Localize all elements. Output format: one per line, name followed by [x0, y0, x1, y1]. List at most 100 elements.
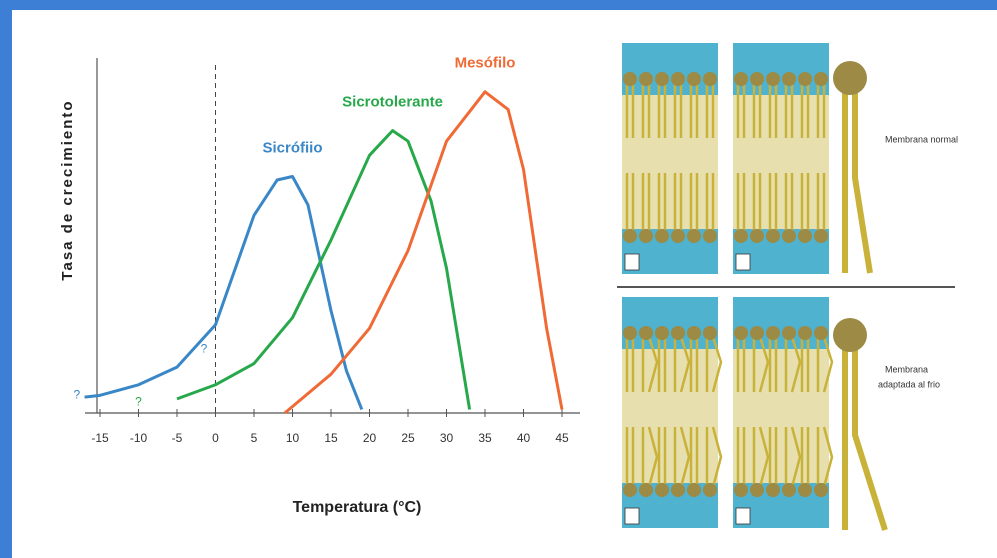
lipid-tail	[800, 173, 810, 233]
lipid-head	[687, 229, 701, 243]
lipid-head	[639, 229, 653, 243]
lipid-head	[671, 229, 685, 243]
membrane-core	[733, 349, 829, 483]
membrane-core	[622, 349, 718, 483]
lipid-tail	[673, 83, 683, 138]
lipid-tail	[842, 345, 888, 531]
lipid-head	[782, 483, 796, 497]
lipid-tail	[784, 83, 794, 138]
series-label: Sicrotolerante	[342, 94, 443, 111]
lipid-tail	[673, 336, 691, 393]
annotation: ?	[74, 388, 81, 402]
lipid-head	[655, 229, 669, 243]
lipid-tail	[673, 426, 691, 488]
lipid-tail	[641, 426, 659, 488]
lipid-head	[623, 72, 637, 86]
lipid-head	[798, 326, 812, 340]
lipid-head	[798, 229, 812, 243]
lipid-head	[623, 326, 637, 340]
lipid-head	[750, 72, 764, 86]
lipid-head	[782, 72, 796, 86]
lipid-head	[833, 61, 867, 95]
lipid-tail	[657, 173, 667, 233]
lipid-head	[703, 483, 717, 497]
lipid-head	[734, 72, 748, 86]
lipid-tail	[689, 83, 699, 138]
lipid-head	[798, 72, 812, 86]
lipid-head	[671, 72, 685, 86]
lipid-head	[782, 229, 796, 243]
lipid-tail	[657, 427, 667, 487]
lipid-tail	[641, 173, 651, 233]
icon	[735, 507, 751, 525]
x-tick-label: 45	[555, 431, 569, 445]
lipid-tail	[736, 427, 746, 487]
lipid-head	[814, 483, 828, 497]
lipid-tail	[752, 426, 770, 488]
y-axis-label: Tasa de crecimiento	[59, 99, 76, 280]
x-tick-label: 5	[251, 431, 258, 445]
lipid-head	[766, 72, 780, 86]
lipid-tail	[736, 173, 746, 233]
lipid-head	[766, 483, 780, 497]
lipid-tail	[784, 426, 802, 488]
diagram-label: Membrana normal	[885, 134, 958, 144]
lipid-head	[814, 229, 828, 243]
lipid-head	[623, 229, 637, 243]
lipid-head	[734, 326, 748, 340]
series-line	[176, 129, 472, 410]
lipid-tail	[625, 337, 635, 392]
lipid-head	[814, 72, 828, 86]
lipid-tail	[736, 337, 746, 392]
lipid-tail	[641, 83, 651, 138]
lipid-tail	[800, 427, 810, 487]
lipid-tail	[625, 83, 635, 138]
lipid-head	[798, 483, 812, 497]
lipid-tail	[705, 83, 715, 138]
x-axis-label: Temperatura (°C)	[293, 499, 422, 516]
annotation: ?	[135, 395, 142, 409]
lipid-head	[687, 483, 701, 497]
lipid-tail	[800, 83, 810, 138]
lipid-tail	[816, 426, 834, 488]
x-tick-label: -15	[91, 431, 109, 445]
lipid-head	[703, 229, 717, 243]
lipid-tail	[657, 337, 667, 392]
membrane-core	[622, 95, 718, 229]
lipid-tail	[689, 173, 699, 233]
lipid-tail	[752, 173, 762, 233]
lipid-tail	[768, 173, 778, 233]
series-label: Mesófilo	[455, 55, 516, 72]
plot: Tasa de crecimiento Temperatura (°C) -15…	[59, 55, 580, 516]
lipid-head	[782, 326, 796, 340]
series-line	[84, 174, 364, 411]
lipid-tail	[705, 426, 723, 488]
lipid-head	[833, 318, 867, 352]
lipid-tail	[784, 173, 794, 233]
x-tick-label: 25	[401, 431, 415, 445]
icon	[624, 507, 640, 525]
x-tick-label: 10	[286, 431, 300, 445]
lipid-head	[671, 483, 685, 497]
lipid-tail	[689, 337, 699, 392]
lipid-head	[750, 326, 764, 340]
lipid-tail	[736, 83, 746, 138]
series-line	[283, 90, 564, 415]
lipid-head	[814, 326, 828, 340]
icon	[624, 253, 640, 271]
diagram-label: Membrana	[885, 364, 928, 374]
series-label: Sicrófiio	[262, 139, 322, 156]
lipid-tail	[689, 427, 699, 487]
lipid-head	[687, 326, 701, 340]
membrane-diagram: Membrana normal Membrana adaptada al fri…	[617, 43, 958, 531]
lipid-head	[750, 229, 764, 243]
x-tick-label: 20	[363, 431, 377, 445]
x-tick-label: 40	[517, 431, 531, 445]
annotation: ?	[201, 342, 208, 356]
lipid-tail	[768, 427, 778, 487]
lipid-head	[687, 72, 701, 86]
lipid-head	[623, 483, 637, 497]
slide-bg	[12, 10, 997, 558]
